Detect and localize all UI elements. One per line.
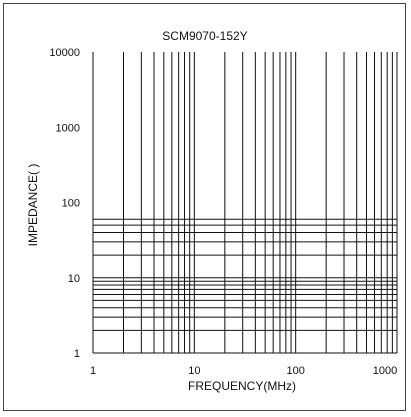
x-tick-label: 1: [90, 365, 96, 377]
x-axis-label: FREQUENCY(MHz): [188, 379, 296, 393]
y-axis-label: IMPEDANCE( ): [26, 164, 40, 247]
horizontal-gridlines: [93, 218, 397, 331]
x-tick-labels: 1 10 100 1000: [90, 365, 397, 377]
vertical-gridlines: [123, 52, 398, 353]
x-tick-label: 1000: [373, 365, 397, 377]
x-tick-label: 100: [286, 365, 304, 377]
x-tick-label: 10: [188, 365, 200, 377]
y-tick-label: 100: [62, 198, 80, 210]
y-tick-label: 10: [68, 273, 80, 285]
y-tick-label: 1: [74, 348, 80, 360]
chart-title: SCM9070-152Y: [162, 29, 247, 43]
chart-frame: [3, 3, 406, 411]
axes: [92, 52, 397, 354]
y-tick-labels: 1 10 100 1000 10000: [49, 47, 80, 360]
y-tick-label: 1000: [56, 122, 80, 134]
y-tick-label: 10000: [49, 47, 80, 59]
